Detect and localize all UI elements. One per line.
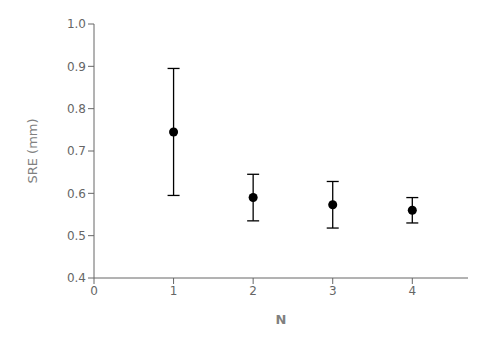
svg-text:0.6: 0.6 <box>67 187 86 201</box>
svg-text:0.7: 0.7 <box>67 144 86 158</box>
svg-text:1.0: 1.0 <box>67 17 86 31</box>
svg-text:2: 2 <box>249 284 257 298</box>
svg-text:SRE (mm): SRE (mm) <box>25 118 40 183</box>
svg-text:0: 0 <box>90 284 98 298</box>
svg-text:4: 4 <box>408 284 416 298</box>
svg-text:1: 1 <box>170 284 178 298</box>
svg-text:0.9: 0.9 <box>67 60 86 74</box>
svg-text:3: 3 <box>329 284 337 298</box>
svg-text:0.5: 0.5 <box>67 229 86 243</box>
svg-text:N: N <box>276 312 287 327</box>
svg-text:0.4: 0.4 <box>67 271 86 285</box>
svg-text:0.8: 0.8 <box>67 102 86 116</box>
